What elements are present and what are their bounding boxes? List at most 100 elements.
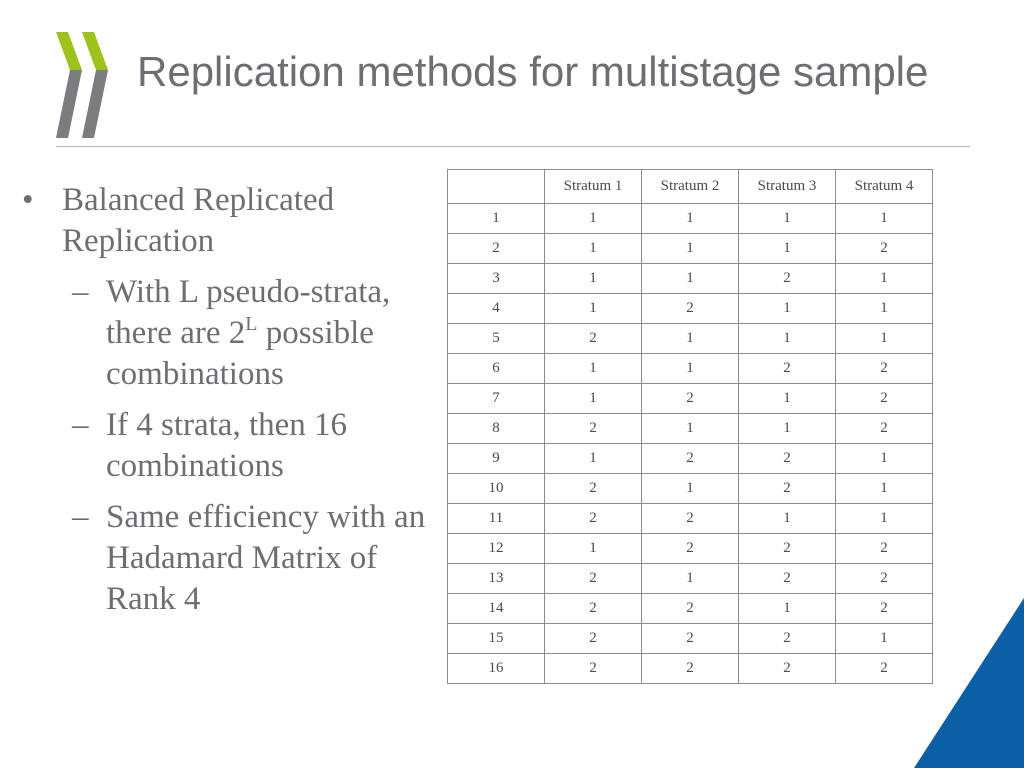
table-row: 12 1 2 2 2 bbox=[447, 533, 933, 564]
table-cell: 2 bbox=[835, 353, 933, 384]
table-cell: 1 bbox=[738, 503, 836, 534]
table-row: 15 2 2 2 1 bbox=[447, 623, 933, 654]
row-number-cell: 8 bbox=[447, 413, 545, 444]
table-cell: 2 bbox=[641, 443, 739, 474]
table-header-cell: Stratum 4 bbox=[835, 169, 933, 204]
sub-bullet-superscript: L bbox=[245, 313, 258, 335]
bullet-text: Balanced Replicated Replication bbox=[62, 182, 335, 259]
sub-bullet-text-part1: With L pseudo-strata, there are 2 bbox=[106, 274, 391, 351]
table-cell: 2 bbox=[641, 533, 739, 564]
sub-bullet-text: Same efficiency with an Hadamard Matrix … bbox=[106, 499, 426, 617]
table-cell: 1 bbox=[738, 203, 836, 234]
table-cell: 2 bbox=[544, 593, 642, 624]
table-cell: 2 bbox=[835, 233, 933, 264]
table-cell: 1 bbox=[835, 443, 933, 474]
table-cell: 1 bbox=[738, 323, 836, 354]
table-cell: 1 bbox=[835, 293, 933, 324]
row-number-cell: 5 bbox=[447, 323, 545, 354]
table-cell: 2 bbox=[835, 383, 933, 414]
table-row: 11 2 2 1 1 bbox=[447, 503, 933, 534]
row-number-cell: 6 bbox=[447, 353, 545, 384]
table-cell: 1 bbox=[835, 203, 933, 234]
table-cell: 1 bbox=[738, 593, 836, 624]
table-cell: 1 bbox=[641, 413, 739, 444]
table-row: 10 2 1 2 1 bbox=[447, 473, 933, 504]
table-cell: 1 bbox=[544, 203, 642, 234]
table-cell: 1 bbox=[738, 383, 836, 414]
table-cell: 2 bbox=[738, 263, 836, 294]
table-cell: 2 bbox=[835, 653, 933, 684]
table-cell: 2 bbox=[641, 503, 739, 534]
table-header-cell: Stratum 1 bbox=[544, 169, 642, 204]
table-row: 13 2 1 2 2 bbox=[447, 563, 933, 594]
table-cell: 1 bbox=[641, 203, 739, 234]
table-cell: 2 bbox=[641, 623, 739, 654]
slide-title: Replication methods for multistage sampl… bbox=[137, 48, 929, 95]
table-cell: 2 bbox=[544, 623, 642, 654]
table-cell: 2 bbox=[544, 473, 642, 504]
sub-bullet-mark: – bbox=[72, 499, 89, 535]
row-number-cell: 15 bbox=[447, 623, 545, 654]
table-cell: 2 bbox=[738, 563, 836, 594]
table-cell: 2 bbox=[641, 383, 739, 414]
table-cell: 2 bbox=[544, 413, 642, 444]
table-cell: 1 bbox=[544, 533, 642, 564]
table-cell: 2 bbox=[641, 653, 739, 684]
table-cell: 2 bbox=[835, 413, 933, 444]
table-cell: 1 bbox=[544, 233, 642, 264]
table-cell: 2 bbox=[544, 503, 642, 534]
sub-bullet-mark: – bbox=[72, 407, 89, 443]
row-number-cell: 3 bbox=[447, 263, 545, 294]
table-cell: 2 bbox=[738, 443, 836, 474]
table-cell: 1 bbox=[544, 263, 642, 294]
table-cell: 2 bbox=[738, 353, 836, 384]
title-divider bbox=[56, 146, 970, 147]
table-cell: 1 bbox=[835, 323, 933, 354]
table-cell: 1 bbox=[544, 383, 642, 414]
table-header-row: Stratum 1 Stratum 2 Stratum 3 Stratum 4 bbox=[447, 169, 933, 204]
row-number-cell: 9 bbox=[447, 443, 545, 474]
table-cell: 1 bbox=[544, 353, 642, 384]
table-header-cell: Stratum 3 bbox=[738, 169, 836, 204]
sub-bullet-item: – Same efficiency with an Hadamard Matri… bbox=[22, 497, 442, 620]
sub-bullet-text-part2: possible combinations bbox=[106, 315, 374, 392]
table-cell: 1 bbox=[835, 263, 933, 294]
row-number-cell: 11 bbox=[447, 503, 545, 534]
table-cell: 1 bbox=[641, 323, 739, 354]
sub-bullet-mark: – bbox=[72, 274, 89, 310]
table-cell: 1 bbox=[641, 353, 739, 384]
table-row: 14 2 2 1 2 bbox=[447, 593, 933, 624]
sub-bullet-item: – If 4 strata, then 16 combinations bbox=[22, 405, 442, 487]
row-number-cell: 7 bbox=[447, 383, 545, 414]
table-cell: 2 bbox=[738, 533, 836, 564]
table-cell: 2 bbox=[738, 473, 836, 504]
row-number-cell: 14 bbox=[447, 593, 545, 624]
table-cell: 1 bbox=[544, 293, 642, 324]
table-cell: 1 bbox=[544, 443, 642, 474]
table-corner-cell bbox=[447, 169, 545, 204]
table-cell: 1 bbox=[835, 503, 933, 534]
blue-triangle-decoration-icon bbox=[914, 598, 1024, 768]
bullet-mark: • bbox=[22, 182, 34, 218]
table-cell: 1 bbox=[835, 623, 933, 654]
table-cell: 1 bbox=[641, 473, 739, 504]
row-number-cell: 12 bbox=[447, 533, 545, 564]
table-cell: 2 bbox=[641, 593, 739, 624]
table-cell: 2 bbox=[544, 563, 642, 594]
table-cell: 2 bbox=[738, 623, 836, 654]
table-header-cell: Stratum 2 bbox=[641, 169, 739, 204]
bullet-list: • Balanced Replicated Replication – With… bbox=[22, 180, 442, 620]
row-number-cell: 16 bbox=[447, 653, 545, 684]
table-row: 16 2 2 2 2 bbox=[447, 653, 933, 684]
table-cell: 1 bbox=[641, 233, 739, 264]
table-cell: 2 bbox=[835, 533, 933, 564]
table-cell: 1 bbox=[738, 413, 836, 444]
table-cell: 2 bbox=[641, 293, 739, 324]
